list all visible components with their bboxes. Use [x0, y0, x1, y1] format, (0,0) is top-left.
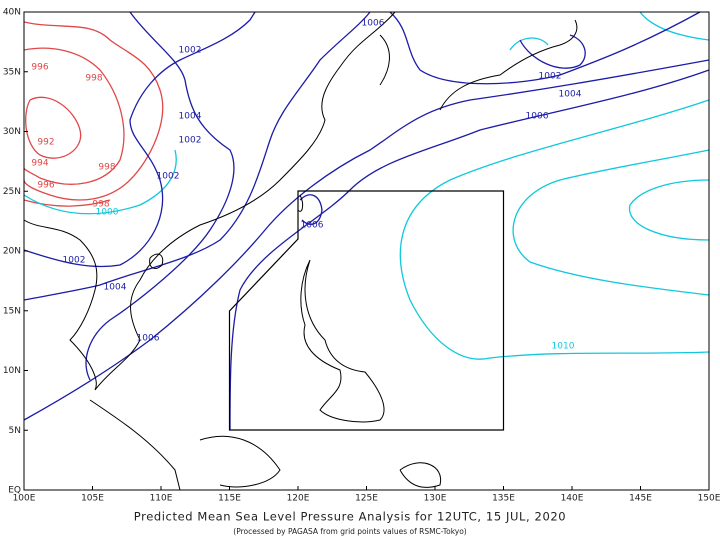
coastlines	[23, 11, 578, 491]
y-axis-label: 10N	[3, 366, 21, 376]
y-axis-label: 35N	[3, 67, 21, 77]
contour-label: 1006	[137, 334, 160, 344]
x-axis-label: 150E	[698, 494, 720, 504]
y-axis-label: EQ	[8, 486, 21, 496]
y-axis-label: 15N	[3, 306, 21, 316]
x-axis-label: 110E	[150, 494, 173, 504]
x-axis-label: 145E	[629, 494, 652, 504]
contour-label: 1006	[526, 112, 549, 122]
x-axis-label: 100E	[13, 494, 36, 504]
contours	[23, 11, 710, 431]
par-boundary	[228, 190, 505, 431]
x-axis-label: 135E	[492, 494, 515, 504]
y-axis-label: 5N	[9, 426, 21, 436]
contour-label: 1010	[552, 342, 575, 352]
map-frame	[23, 11, 710, 491]
x-axis-label: 115E	[218, 494, 241, 504]
contour-labels: 1006 1002 996 998 1004 1002 992 994 998 …	[31, 19, 581, 352]
contour-label: 1004	[104, 283, 127, 293]
contour-label: 998	[85, 74, 102, 84]
contour-label: 1004	[559, 90, 582, 100]
contour-label: 1002	[539, 72, 562, 82]
x-axis-label: 130E	[424, 494, 447, 504]
contour-label: 1002	[157, 172, 180, 182]
contour-label: 994	[31, 159, 48, 169]
contour-label: 1002	[179, 46, 202, 56]
contour-label: 996	[31, 63, 48, 73]
contour-label: 998	[98, 163, 115, 173]
y-axis-label: 25N	[3, 187, 21, 197]
contour-label: 1002	[63, 256, 86, 266]
contour-label: 996	[37, 181, 54, 191]
contour-label: 998	[92, 200, 109, 210]
contour-label: 992	[37, 138, 54, 148]
y-axis-label: 30N	[3, 127, 21, 137]
x-axis-label: 140E	[561, 494, 584, 504]
map-subtitle: (Processed by PAGASA from grid points va…	[233, 527, 467, 536]
x-axis-label: 125E	[355, 494, 378, 504]
y-axis-label: 40N	[3, 8, 21, 18]
map-title: Predicted Mean Sea Level Pressure Analys…	[134, 510, 566, 524]
y-axis-label: 20N	[3, 247, 21, 257]
contour-label: 1000	[96, 208, 119, 218]
contour-label: 1004	[179, 112, 202, 122]
contour-label: 1006	[301, 221, 324, 231]
x-axis-label: 120E	[287, 494, 310, 504]
x-axis-label: 105E	[81, 494, 104, 504]
contour-label: 1002	[179, 136, 202, 146]
contour-label: 1006	[362, 19, 385, 29]
